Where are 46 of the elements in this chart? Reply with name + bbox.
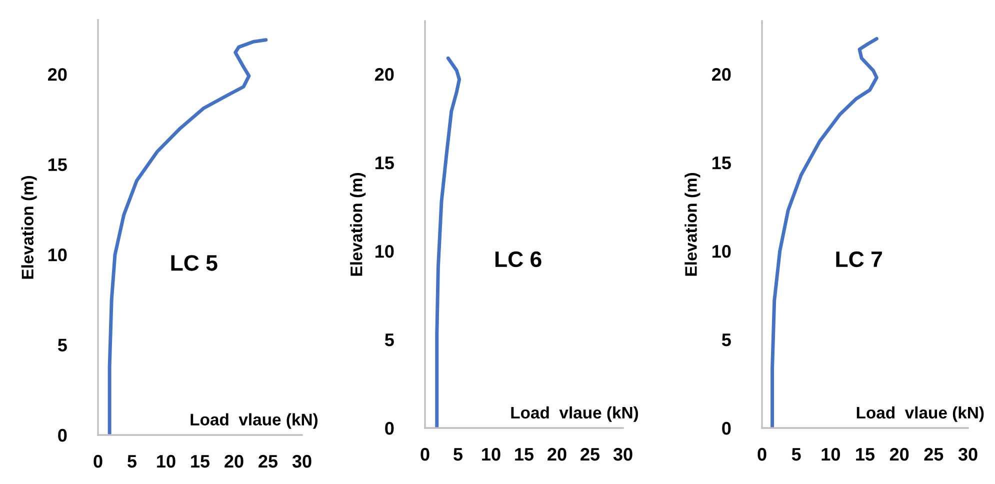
y-tick-label: 5	[722, 334, 731, 346]
x-tick-label: 0	[420, 448, 430, 461]
line-series	[435, 56, 462, 428]
y-tick-label: 15	[376, 156, 394, 170]
y-tick-label: 20	[48, 68, 67, 81]
x-tick-label: 10	[157, 454, 176, 468]
y-tick-label: 15	[712, 156, 731, 170]
y-tick-label: 10	[712, 244, 731, 258]
x-tick-label: 5	[792, 448, 801, 461]
y-axis-title: Elevation (m)	[21, 176, 37, 279]
y-tick-label: 20	[374, 68, 394, 81]
x-tick-label: 10	[822, 448, 840, 461]
y-tick-label: 0	[722, 422, 731, 435]
y-tick-label: 5	[58, 338, 67, 352]
x-tick-label: 10	[482, 448, 500, 461]
annotation: LC 7	[836, 251, 882, 268]
x-tick-label: 0	[94, 454, 102, 468]
y-tick-label: 0	[58, 428, 67, 442]
x-tick-label: 15	[515, 448, 534, 461]
x-tick-label: 25	[258, 454, 278, 468]
x-tick-label: 5	[128, 455, 137, 468]
annotation: LC 6	[495, 251, 542, 268]
x-tick-label: 30	[958, 448, 978, 461]
y-axis-title: Elevation (m)	[684, 173, 700, 276]
x-axis-title: Load vlaue (kN)	[190, 413, 318, 429]
x-tick-label: 30	[292, 454, 312, 468]
x-tick-label: 15	[856, 448, 875, 461]
x-axis-title: Load vlaue (kN)	[511, 406, 638, 422]
x-tick-label: 20	[548, 448, 566, 461]
y-tick-label: 0	[385, 422, 394, 435]
x-axis-title: Load vlaue (kN)	[856, 406, 984, 422]
y-tick-label: 20	[712, 68, 731, 81]
x-tick-label: 30	[613, 448, 632, 461]
x-tick-label: 15	[191, 455, 210, 468]
x-tick-label: 25	[924, 448, 944, 461]
x-tick-label: 25	[580, 448, 600, 461]
x-tick-label: 0	[758, 448, 766, 461]
y-tick-label: 5	[384, 334, 394, 346]
annotation: LC 5	[171, 255, 218, 271]
x-tick-label: 5	[454, 448, 463, 461]
y-tick-label: 10	[48, 248, 67, 262]
y-tick-label: 10	[376, 244, 394, 258]
y-tick-label: 15	[48, 158, 67, 172]
x-tick-label: 20	[224, 454, 244, 468]
x-tick-label: 20	[890, 448, 909, 461]
y-axis-title: Elevation (m)	[350, 173, 366, 276]
